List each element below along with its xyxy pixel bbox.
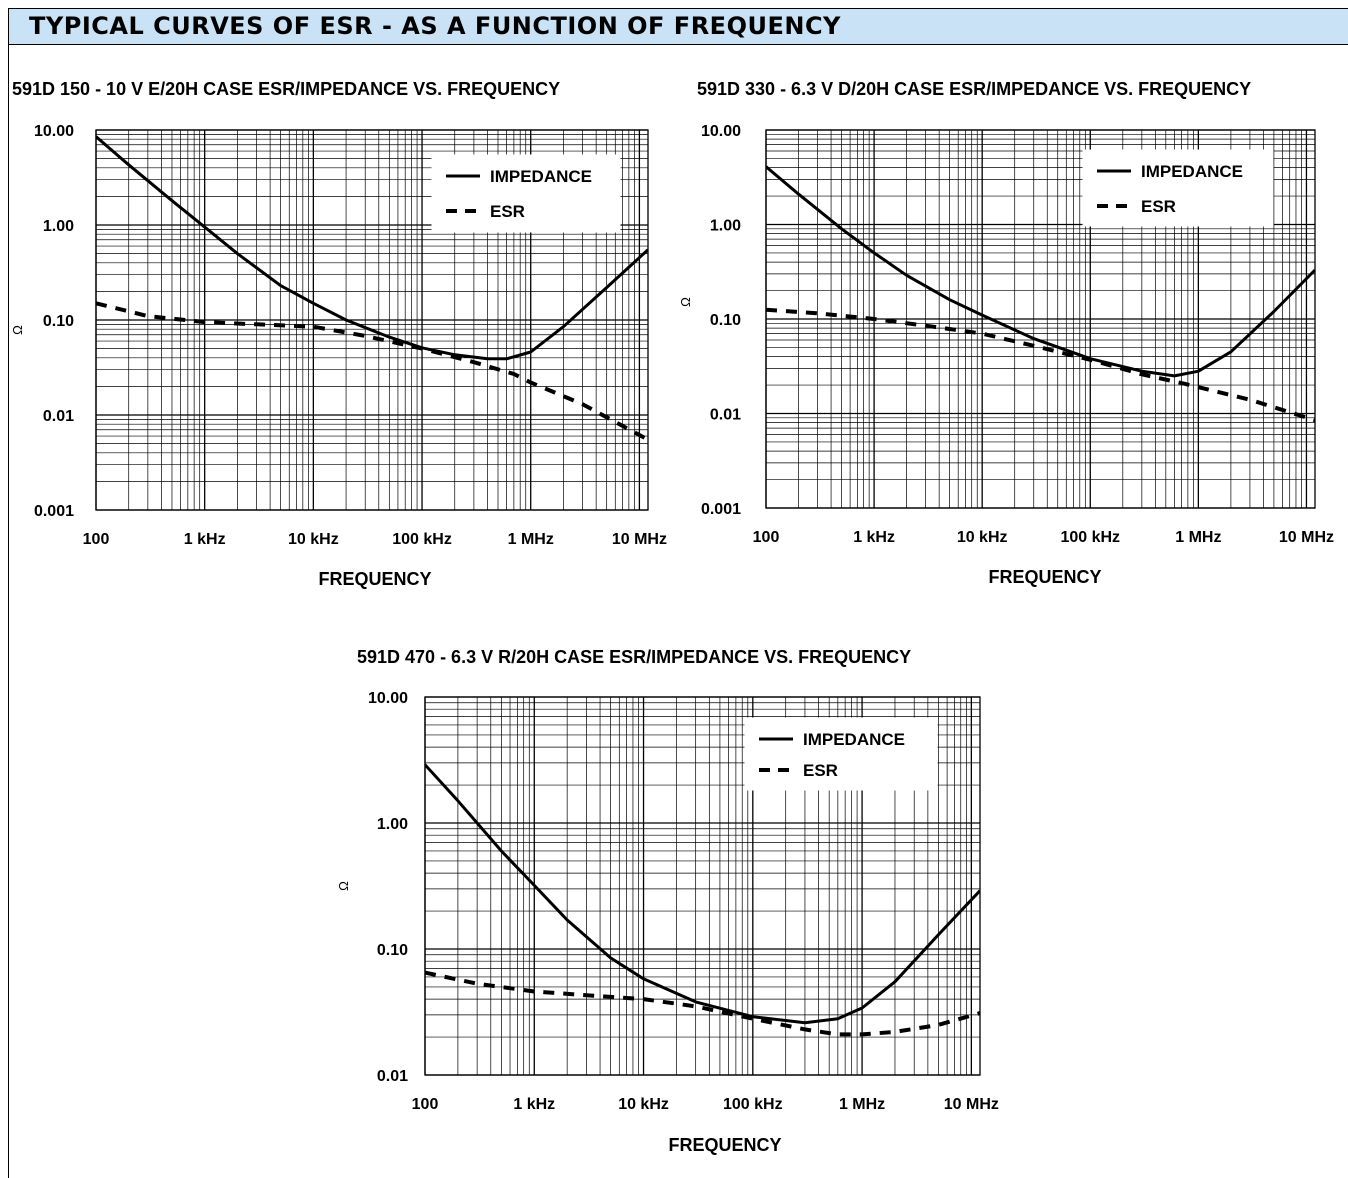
legend-label-impedance: IMPEDANCE	[490, 167, 592, 186]
legend-box	[1082, 149, 1274, 227]
plot-frame	[765, 129, 1316, 509]
page-frame	[8, 8, 1348, 1178]
page-title: TYPICAL CURVES OF ESR - AS A FUNCTION OF…	[29, 12, 841, 40]
legend-label-esr: ESR	[1141, 197, 1176, 216]
y-axis-label: Ω	[336, 881, 351, 891]
x-tick-label: 100	[753, 529, 780, 546]
x-tick-label: 1 MHz	[508, 531, 554, 548]
y-tick-label: 0.01	[377, 1068, 408, 1085]
x-tick-label: 100 kHz	[723, 1096, 783, 1113]
chart-1-title: 591D 150 - 10 V E/20H CASE ESR/IMPEDANCE…	[12, 79, 561, 99]
chart-2-title: 591D 330 - 6.3 V D/20H CASE ESR/IMPEDANC…	[697, 79, 1252, 99]
x-tick-label: 10 MHz	[1279, 529, 1334, 546]
y-tick-label: 0.10	[377, 942, 408, 959]
y-tick-label: 0.10	[43, 313, 74, 330]
y-tick-label: 0.10	[710, 312, 741, 329]
series-impedance-line	[425, 763, 980, 1025]
header-bar: TYPICAL CURVES OF ESR - AS A FUNCTION OF…	[9, 9, 1348, 45]
chart-3-title: 591D 470 - 6.3 V R/20H CASE ESR/IMPEDANC…	[357, 647, 912, 667]
series-impedance-line	[96, 135, 648, 361]
legend-label-esr: ESR	[803, 761, 838, 780]
chart-1: 10.00 1.00 0.10 0.01 0.001 100 1 kHz 10 kHz 100 …	[10, 123, 667, 589]
chart-2: 10.00 1.00 0.10 0.01 0.001 100 1 kHz 10 kHz 100 …	[678, 123, 1334, 587]
legend-box	[744, 717, 938, 791]
plot-frame	[424, 696, 981, 1076]
x-tick-label: 1 MHz	[839, 1096, 885, 1113]
y-tick-label: 0.01	[710, 407, 741, 424]
legend-label-esr: ESR	[490, 202, 525, 221]
x-tick-label: 10 kHz	[957, 529, 1008, 546]
x-tick-label: 100 kHz	[392, 531, 452, 548]
series-esr-line	[766, 307, 1315, 423]
x-tick-label: 10 kHz	[618, 1096, 669, 1113]
x-tick-label: 100	[412, 1096, 439, 1113]
y-tick-label: 1.00	[43, 218, 74, 235]
y-tick-label: 10.00	[368, 690, 408, 707]
y-axis-label: Ω	[10, 325, 25, 335]
y-tick-label: 10.00	[34, 123, 74, 140]
y-tick-label: 0.001	[701, 501, 741, 518]
x-tick-label: 10 kHz	[288, 531, 339, 548]
y-tick-label: 0.001	[34, 503, 74, 520]
x-tick-label: 10 MHz	[612, 531, 667, 548]
legend-label-impedance: IMPEDANCE	[803, 730, 905, 749]
y-axis-label: Ω	[678, 297, 693, 307]
y-tick-label: 1.00	[710, 218, 741, 235]
series-impedance-line	[766, 165, 1315, 378]
x-tick-label: 1 kHz	[853, 529, 895, 546]
x-tick-label: 100 kHz	[1060, 529, 1120, 546]
x-axis-label: FREQUENCY	[318, 569, 431, 589]
x-axis-label: FREQUENCY	[988, 567, 1101, 587]
x-tick-label: 1 kHz	[184, 531, 226, 548]
legend-box	[431, 154, 621, 233]
x-tick-label: 100	[83, 531, 110, 548]
x-tick-label: 10 MHz	[944, 1096, 999, 1113]
legend-label-impedance: IMPEDANCE	[1141, 162, 1243, 181]
series-esr-line	[96, 301, 648, 442]
x-axis-label: FREQUENCY	[668, 1135, 781, 1155]
x-tick-label: 1 kHz	[513, 1096, 555, 1113]
x-tick-label: 1 MHz	[1175, 529, 1221, 546]
y-tick-label: 1.00	[377, 816, 408, 833]
plot-frame	[95, 129, 649, 511]
y-tick-label: 10.00	[701, 123, 741, 140]
series-esr-line	[425, 970, 980, 1037]
y-tick-label: 0.01	[43, 408, 74, 425]
